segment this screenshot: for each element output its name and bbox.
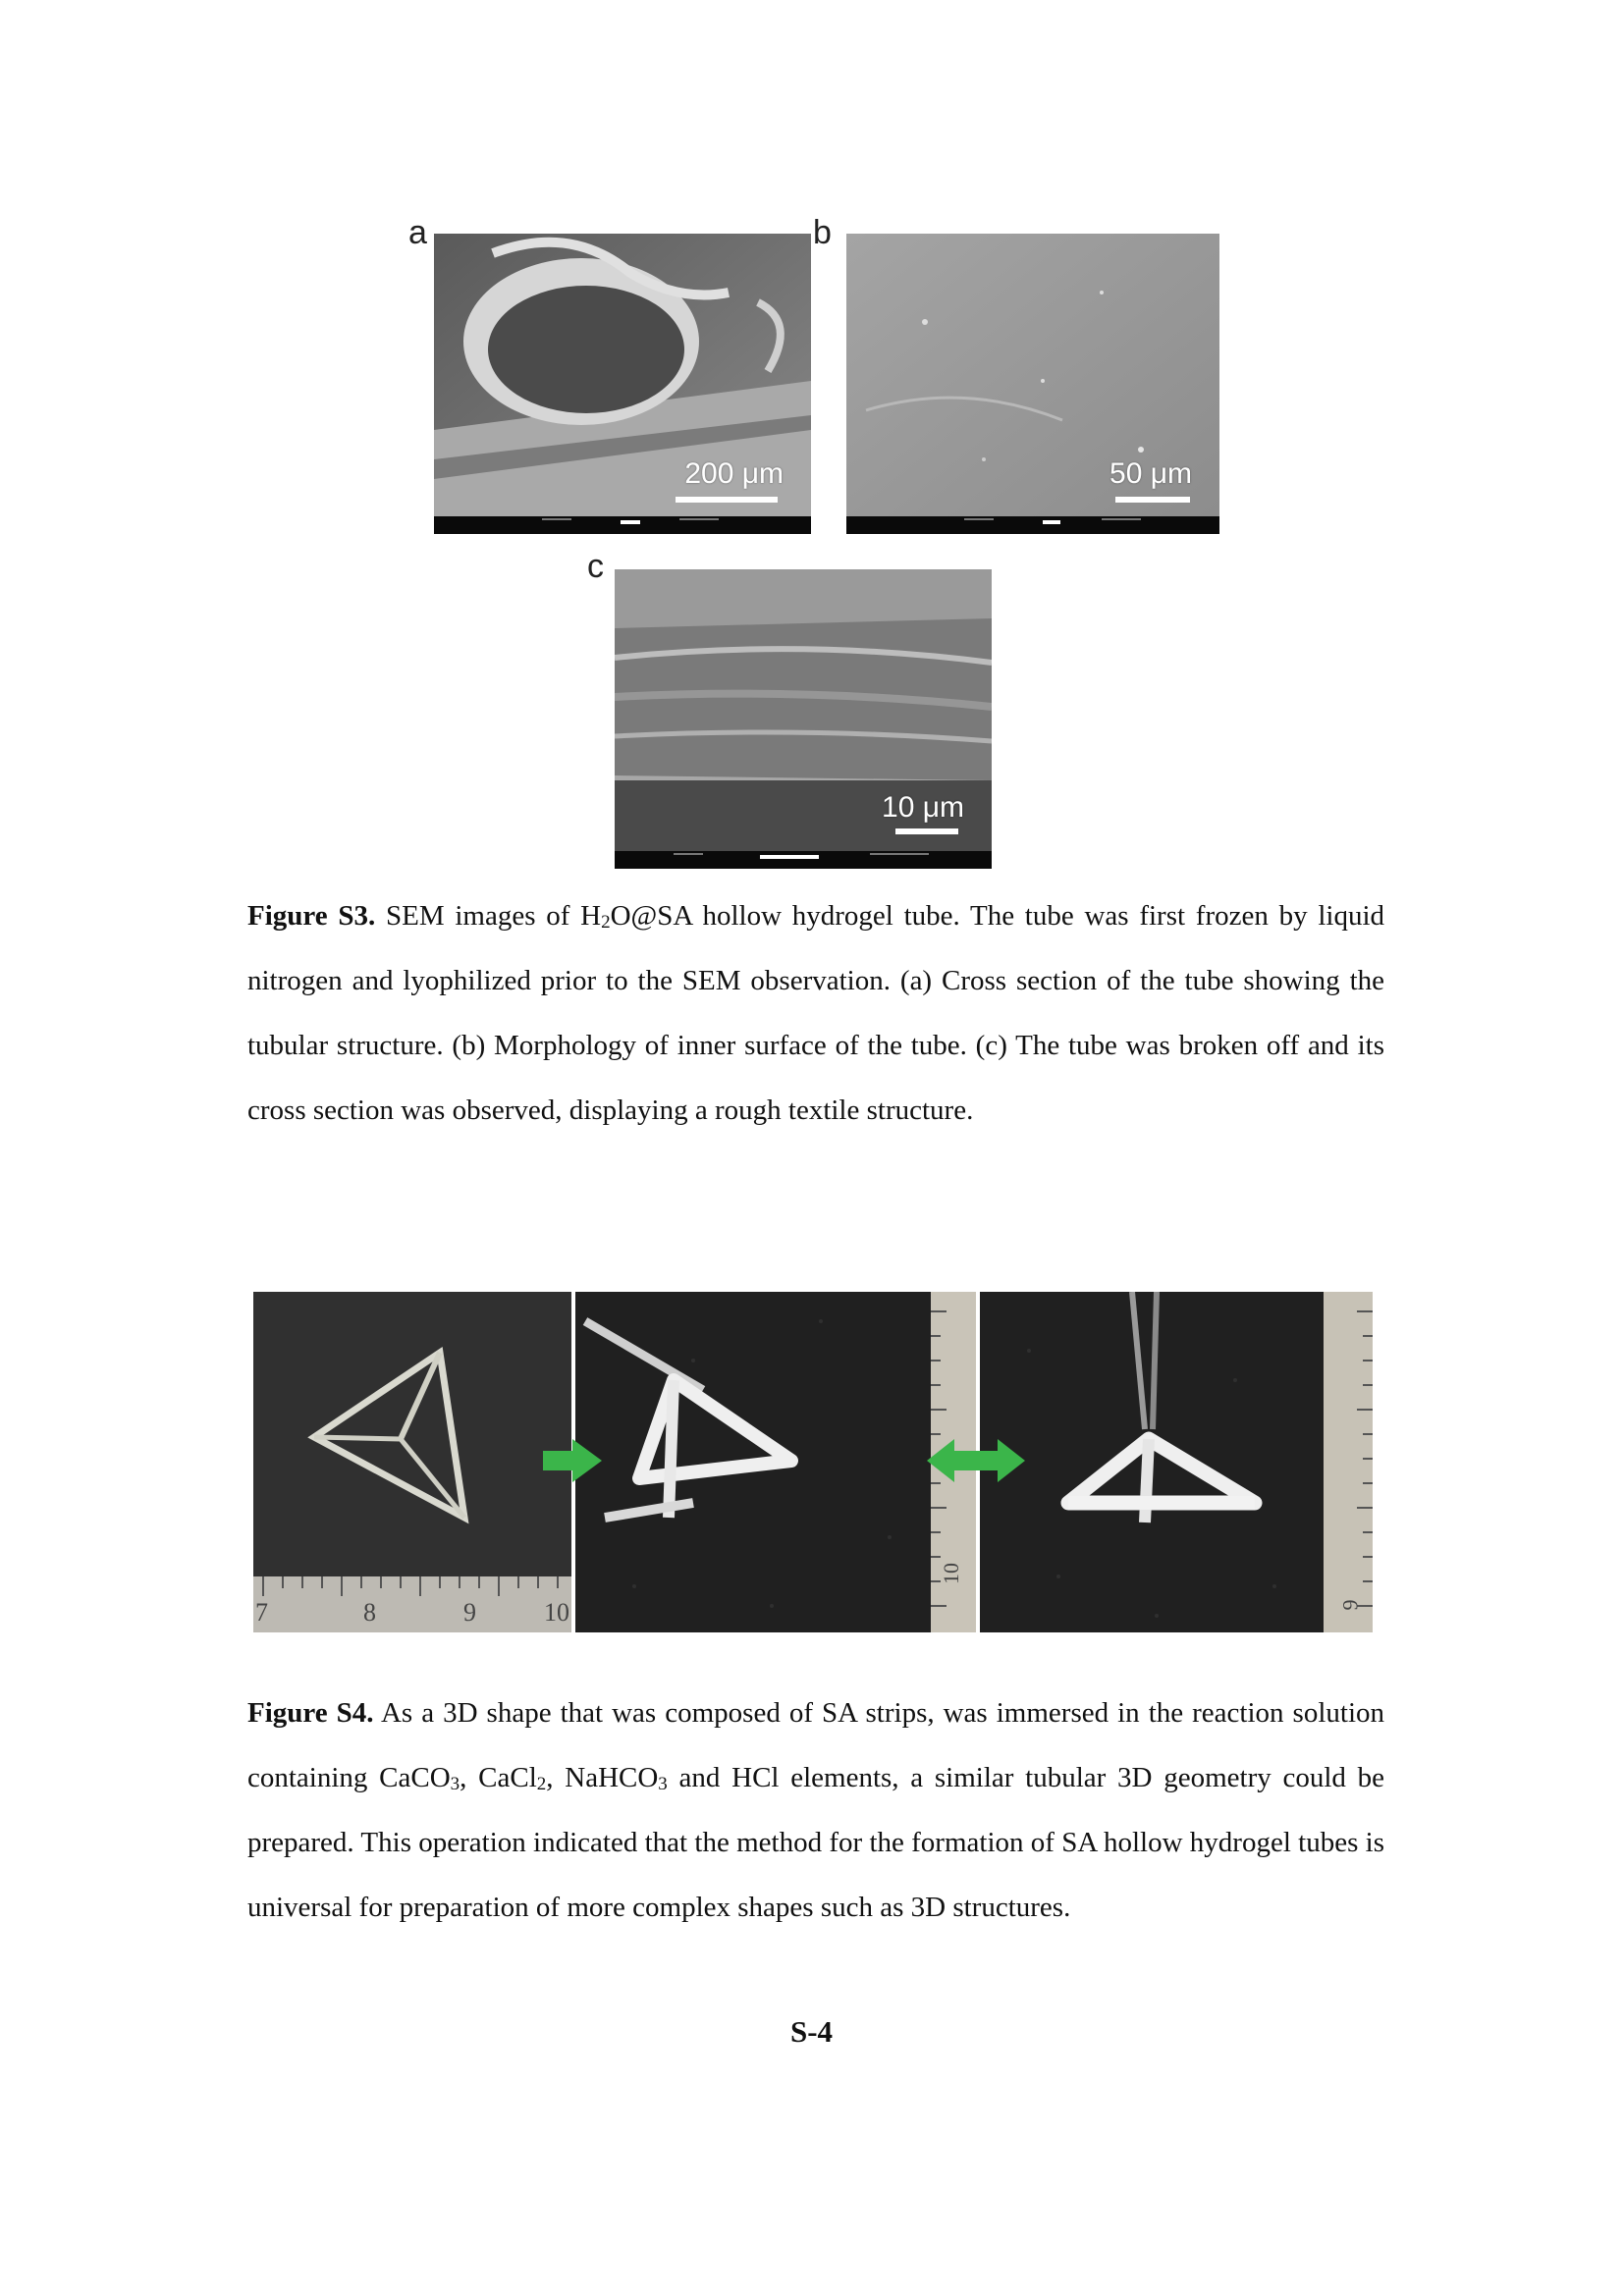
scale-label-a: 200 μm: [684, 457, 784, 490]
caption-s4-part2: , CaCl: [460, 1762, 537, 1793]
photo-tubular-3d-geometry: 10: [575, 1292, 976, 1632]
caption-s3-part2: O@SA hollow hydrogel tube. The tube was …: [247, 900, 1384, 1126]
figure-s3-label: Figure S3.: [247, 900, 376, 932]
caption-s3-subscript: 2: [601, 912, 611, 933]
scale-label-b: 50 μm: [1109, 457, 1192, 490]
photo-3d-shape-sa-strips: 7 8 9 10: [253, 1292, 571, 1632]
scale-bar-b: [1115, 497, 1190, 503]
caption-s4-sub2: 2: [536, 1774, 547, 1794]
ruler-label-middle: 10: [939, 1563, 963, 1584]
sem-image-a: 200 μm: [434, 234, 811, 534]
scale-label-c: 10 μm: [882, 791, 964, 824]
caption-s4-sub3: 3: [658, 1774, 668, 1794]
double-arrow-icon: [927, 1439, 1025, 1482]
info-strip-c: [615, 851, 992, 869]
panel-letter-a: a: [408, 214, 427, 251]
info-strip-b: [846, 516, 1219, 534]
ruler-label-7: 7: [255, 1598, 268, 1627]
sem-image-c: 10 μm: [615, 569, 992, 869]
caption-s4-part3: , NaHCO: [546, 1762, 659, 1793]
caption-s4-part1: As a 3D shape that was composed of SA st…: [247, 1697, 1385, 1793]
ruler-label-10: 10: [544, 1598, 569, 1627]
caption-s4-sub1: 3: [450, 1774, 460, 1794]
figure-s4-caption: Figure S4. As a 3D shape that was compos…: [247, 1681, 1384, 1940]
figure-s4-label: Figure S4.: [247, 1697, 374, 1729]
figure-s3-caption: Figure S3. SEM images of H2O@SA hollow h…: [247, 883, 1384, 1143]
arrow-right-icon: [543, 1439, 602, 1482]
caption-s3-part1: SEM images of H: [375, 900, 602, 932]
caption-s4-part4: and HCl elements, a similar tubular 3D g…: [247, 1762, 1384, 1923]
page-number: S-4: [789, 2014, 834, 2049]
ruler-label-9: 9: [463, 1598, 476, 1627]
sem-image-b: 50 μm: [846, 234, 1219, 534]
ruler-label-8: 8: [363, 1598, 376, 1627]
panel-letter-b: b: [813, 214, 832, 251]
scale-bar-c: [895, 828, 958, 834]
ruler-label-right: 9: [1337, 1599, 1363, 1611]
scale-bar-a: [676, 497, 778, 503]
photo-3d-structure-final: 9: [980, 1292, 1373, 1632]
info-strip-a: [434, 516, 811, 534]
panel-letter-c: c: [587, 548, 604, 585]
